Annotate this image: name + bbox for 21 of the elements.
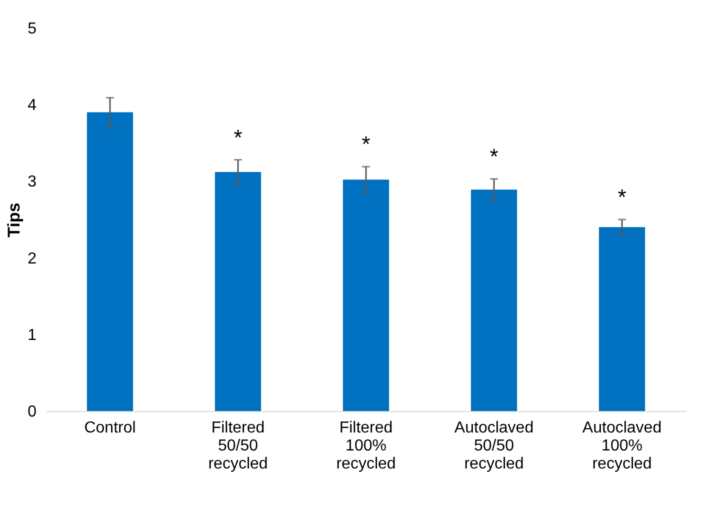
annotation: * bbox=[362, 132, 371, 157]
annotation: * bbox=[618, 184, 627, 210]
annotation: * bbox=[234, 124, 243, 150]
x-tick-label: Filtered 50/50 recycled bbox=[208, 420, 268, 472]
y-tick-label: 3 bbox=[28, 174, 37, 191]
x-tick-label: Autoclaved 100% recycled bbox=[582, 420, 662, 472]
y-tick-label: 0 bbox=[28, 404, 37, 420]
bar bbox=[86, 112, 134, 411]
y-axis-title: Tips bbox=[4, 202, 24, 238]
y-tick-label: 4 bbox=[28, 97, 37, 114]
y-tick-label: 1 bbox=[28, 326, 37, 344]
bar bbox=[342, 180, 390, 411]
bar bbox=[214, 172, 262, 411]
annotation: * bbox=[490, 144, 499, 169]
y-tick-label: 5 bbox=[28, 20, 37, 38]
y-tick-label: 2 bbox=[28, 250, 37, 268]
x-tick-label: Control bbox=[84, 420, 136, 436]
bar bbox=[598, 227, 646, 411]
bar bbox=[470, 190, 518, 411]
x-tick-label: Filtered 100% recycled bbox=[336, 420, 396, 472]
x-tick-label: Autoclaved 50/50 recycled bbox=[454, 420, 534, 472]
